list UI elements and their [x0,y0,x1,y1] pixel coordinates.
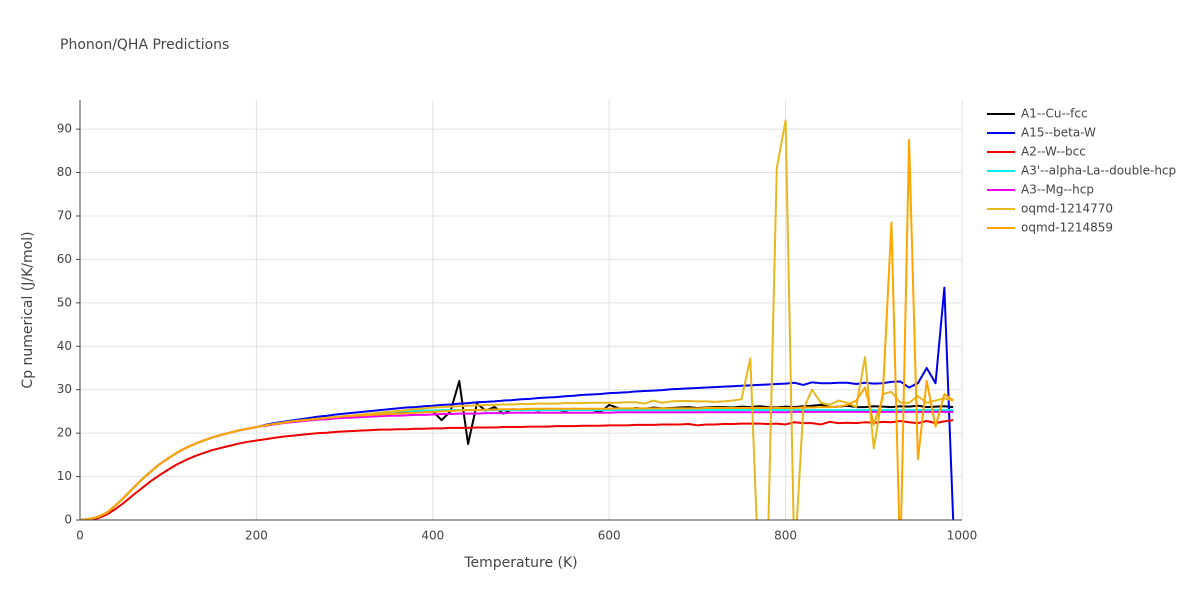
legend-label: oqmd-1214859 [1021,221,1113,235]
x-tick-label: 0 [76,529,84,543]
y-tick-label: 0 [64,513,72,527]
x-axis-title: Temperature (K) [463,555,577,571]
series-line [80,138,954,520]
chart-title: Phonon/QHA Predictions [60,37,229,53]
legend-label: A2--W--bcc [1021,145,1086,159]
grid [79,100,963,521]
y-tick-label: 10 [57,469,72,483]
y-tick-label: 30 [57,382,72,396]
y-tick-label: 40 [57,339,72,353]
x-tick-label: 200 [245,529,268,543]
x-tick-label: 800 [774,529,797,543]
series-line [80,419,954,520]
series-line [80,410,954,520]
y-tick-label: 50 [57,295,72,309]
plot-area [80,119,955,520]
legend-label: oqmd-1214770 [1021,202,1113,216]
legend-label: A3--Mg--hcp [1021,183,1094,197]
legend-label: A1--Cu--fcc [1021,107,1088,121]
legend: A1--Cu--fcc A15--beta-W A2--W--bcc A3'--alp… [987,107,1176,235]
legend-label: A3'--alpha-La--double-hcp [1021,164,1176,178]
series-line [80,119,954,520]
y-tick-label: 80 [57,165,72,179]
axes: 0 200 400 600 800 1000 0 10 20 30 40 50 60 70 80 90 [57,100,978,543]
x-tick-label: 1000 [947,529,978,543]
x-tick-label: 400 [421,529,444,543]
y-tick-label: 60 [57,252,72,266]
y-axis-title: Cp numerical (J/K/mol) [20,231,36,388]
y-tick-label: 20 [57,426,72,440]
y-tick-label: 90 [57,122,72,136]
x-tick-label: 600 [598,529,621,543]
y-tick-label: 70 [57,208,72,222]
legend-label: A15--beta-W [1021,126,1096,140]
